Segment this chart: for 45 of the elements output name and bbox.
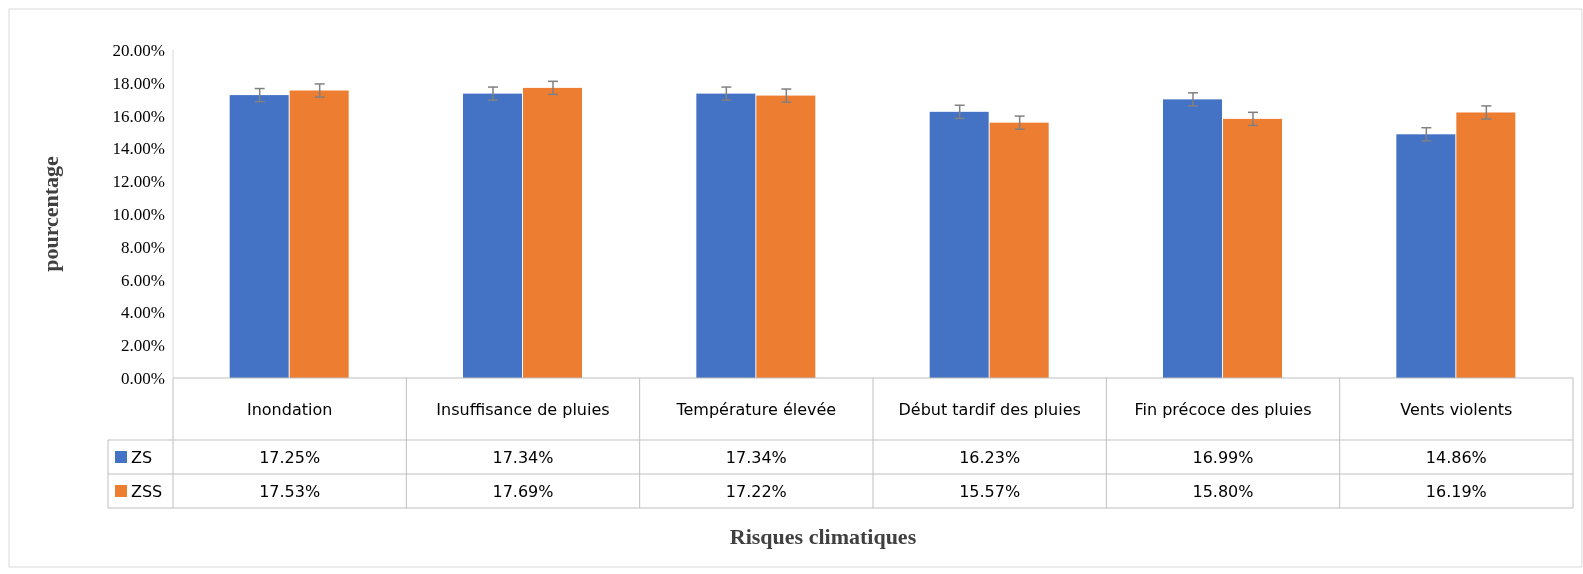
x-tick-label: Température élevée: [675, 399, 837, 419]
data-label: 15.57%: [959, 481, 1021, 501]
bar: [289, 90, 349, 378]
y-tick-label: 12.00%: [112, 172, 165, 192]
x-tick-label: Fin précoce des pluies: [1134, 399, 1312, 419]
data-label: 17.53%: [259, 481, 321, 501]
data-label: 16.19%: [1425, 481, 1487, 501]
y-axis-title: pourcentage: [38, 155, 63, 272]
data-label: 16.99%: [1192, 447, 1254, 467]
data-label: 16.23%: [959, 447, 1021, 467]
y-tick-label: 2.00%: [121, 336, 165, 356]
y-tick-label: 4.00%: [121, 303, 165, 323]
x-axis-title: Risques climatiques: [729, 524, 917, 549]
x-tick-label: Vents violents: [1400, 399, 1513, 419]
data-label: 17.34%: [725, 447, 787, 467]
bar: [1163, 99, 1222, 378]
bar: [1456, 112, 1516, 378]
bar: [929, 111, 989, 378]
y-tick-label: 10.00%: [112, 204, 165, 224]
legend-label: ZS: [131, 447, 153, 467]
bar: [229, 95, 289, 378]
bar: [1223, 118, 1282, 378]
data-label: 17.34%: [492, 447, 554, 467]
data-label: 17.25%: [259, 447, 321, 467]
bar: [1396, 134, 1456, 378]
data-label: 17.22%: [725, 481, 787, 501]
x-tick-label: Insuffisance de pluies: [436, 399, 610, 419]
bar: [696, 93, 756, 378]
x-tick-label: Début tardif des pluies: [898, 399, 1081, 419]
legend-label: ZSS: [131, 481, 163, 501]
y-tick-label: 14.00%: [112, 139, 165, 159]
y-tick-label: 8.00%: [121, 237, 165, 257]
y-tick-label: 6.00%: [121, 270, 165, 290]
y-tick-label: 16.00%: [112, 106, 165, 126]
bar: [756, 95, 816, 378]
data-label: 17.69%: [492, 481, 554, 501]
bar: [989, 122, 1049, 378]
x-tick-label: Inondation: [246, 399, 333, 419]
y-tick-label: 18.00%: [112, 73, 165, 93]
bar: [463, 93, 522, 378]
data-label: 14.86%: [1425, 447, 1487, 467]
data-label: 15.80%: [1192, 481, 1254, 501]
y-tick-label: 20.00%: [112, 40, 165, 60]
bar: [523, 87, 582, 378]
y-tick-label: 0.00%: [121, 368, 165, 388]
